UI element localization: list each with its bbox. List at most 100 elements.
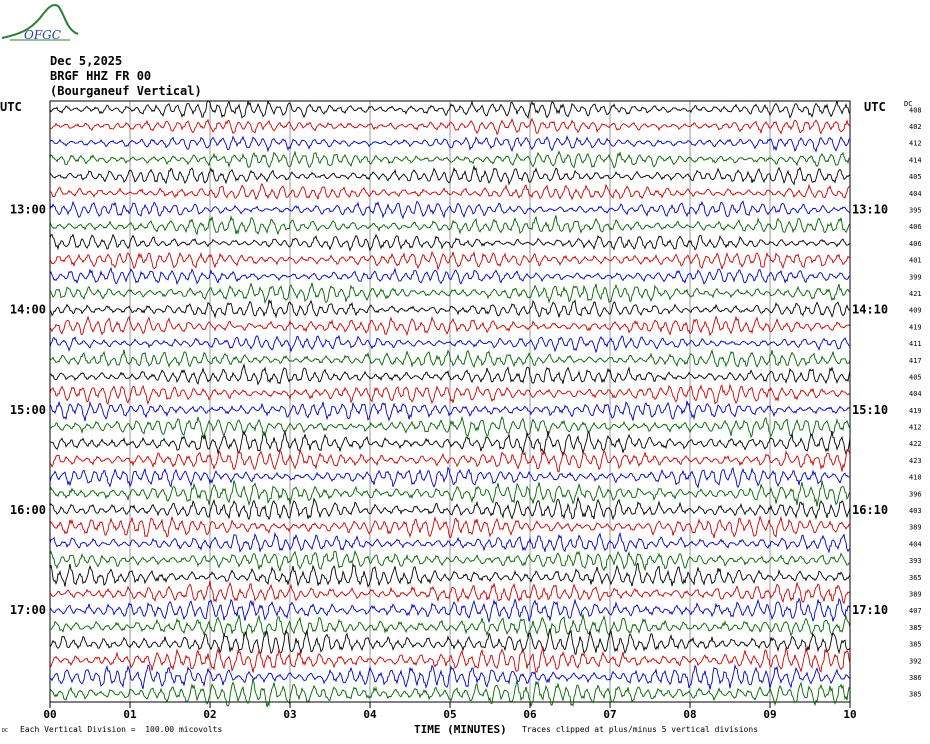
left-utc-label: UTC (0, 100, 22, 114)
vertical-division-note: Each Vertical Division = 100.00 micovolt… (20, 725, 223, 734)
right-hour-label: 13:10 (852, 203, 888, 217)
date-label: Dec 5,2025 (50, 54, 123, 68)
x-tick-label: 01 (123, 708, 137, 721)
trace-line (49, 348, 851, 369)
trace-line (49, 449, 851, 473)
dc-offset-label: 385 (909, 624, 922, 632)
dc-offset-label: 407 (909, 607, 922, 615)
trace-line (49, 531, 851, 554)
location-label: (Bourganeuf Vertical) (50, 84, 202, 98)
trace-line (49, 628, 851, 655)
trace-line (49, 663, 851, 690)
left-hour-label: 16:00 (10, 503, 46, 517)
right-hour-label: 16:10 (852, 503, 888, 517)
trace-line (49, 480, 851, 507)
dc-offset-label: 423 (909, 457, 922, 465)
dc-offset-label: 404 (909, 390, 922, 398)
x-tick-label: 07 (603, 708, 616, 721)
trace-line (49, 299, 851, 319)
dc-offset-label: 389 (909, 524, 922, 532)
trace-line (49, 549, 851, 572)
x-tick-label: 08 (683, 708, 696, 721)
trace-line (49, 466, 851, 489)
dc-offset-label: 385 (909, 691, 922, 699)
right-hour-label: 17:10 (852, 603, 888, 617)
trace-line (49, 496, 851, 521)
dc-offset-label: 412 (909, 424, 922, 432)
dc-header-label: DC (904, 100, 912, 108)
dc-offset-label: 402 (909, 123, 922, 131)
right-hour-label: 15:10 (852, 403, 888, 417)
dc-offset-label: 411 (909, 340, 922, 348)
dc-offset-label: 403 (909, 507, 922, 515)
dc-offset-label: 401 (909, 257, 922, 265)
trace-line (49, 646, 851, 673)
trace-line (49, 134, 851, 153)
dc-offset-label: 419 (909, 323, 922, 331)
trace-line (49, 362, 851, 386)
x-tick-label: 02 (203, 708, 216, 721)
dc-offset-label: 365 (909, 574, 922, 582)
trace-line (49, 117, 851, 136)
right-utc-label: UTC (864, 100, 886, 114)
left-hour-label: 15:00 (10, 403, 46, 417)
left-hour-label: 13:00 (10, 203, 46, 217)
dc-offset-label: 396 (909, 490, 922, 498)
trace-line (49, 250, 851, 271)
dc-offset-label: 395 (909, 207, 922, 215)
x-tick-label: 09 (763, 708, 776, 721)
trace-line (49, 597, 851, 624)
station-label: BRGF HHZ FR 00 (50, 69, 152, 83)
left-hour-label: 14:00 (10, 303, 46, 317)
x-axis-label: TIME (MINUTES) (414, 723, 507, 736)
trace-line (49, 334, 851, 354)
dc-offset-label: 389 (909, 590, 922, 598)
dc-offset-label: 392 (909, 657, 922, 665)
dc-offset-label: 404 (909, 190, 922, 198)
dc-offset-label: 408 (909, 106, 922, 114)
trace-line (49, 383, 851, 406)
dc-offset-label: 393 (909, 557, 922, 565)
left-hour-label: 17:00 (10, 603, 46, 617)
x-tick-label: 00 (43, 708, 56, 721)
dc-offset-label: 386 (909, 674, 922, 682)
dc-offset-label: 406 (909, 223, 922, 231)
trace-line (49, 429, 851, 457)
x-tick-label: 05 (443, 708, 456, 721)
trace-line (49, 200, 851, 220)
dc-offset-label: 409 (909, 307, 922, 315)
trace-line (49, 233, 851, 252)
x-tick-label: 04 (363, 708, 377, 721)
dc-offset-label: 422 (909, 440, 922, 448)
corner-mark: DC (2, 728, 9, 734)
logo-text: OFGC (24, 28, 61, 42)
trace-line (49, 614, 851, 638)
dc-offset-label: 419 (909, 407, 922, 415)
right-hour-label: 14:10 (852, 303, 888, 317)
trace-line (49, 99, 851, 120)
trace-line (49, 562, 851, 588)
dc-offset-label: 399 (909, 273, 922, 281)
dc-offset-label: 412 (909, 140, 922, 148)
trace-line (49, 580, 851, 605)
trace-line (49, 164, 851, 186)
dc-offset-label: 405 (909, 173, 922, 181)
trace-line (49, 282, 851, 304)
trace-line (49, 515, 851, 539)
dc-offset-label: 385 (909, 641, 922, 649)
trace-line (49, 214, 851, 236)
x-tick-label: 06 (523, 708, 537, 721)
x-tick-label: 03 (283, 708, 296, 721)
ofgc-logo: OFGC (1, 4, 79, 42)
trace-line (49, 678, 851, 708)
trace-line (49, 182, 851, 201)
dc-offset-label: 414 (909, 156, 922, 164)
dc-offset-label: 417 (909, 357, 922, 365)
trace-line (49, 415, 851, 439)
clip-note: Traces clipped at plus/minus 5 vertical … (522, 725, 759, 734)
dc-offset-label: 406 (909, 240, 922, 248)
logo-mountain-icon (1, 4, 79, 39)
dc-offset-label: 404 (909, 540, 922, 548)
dc-offset-label: 421 (909, 290, 922, 298)
